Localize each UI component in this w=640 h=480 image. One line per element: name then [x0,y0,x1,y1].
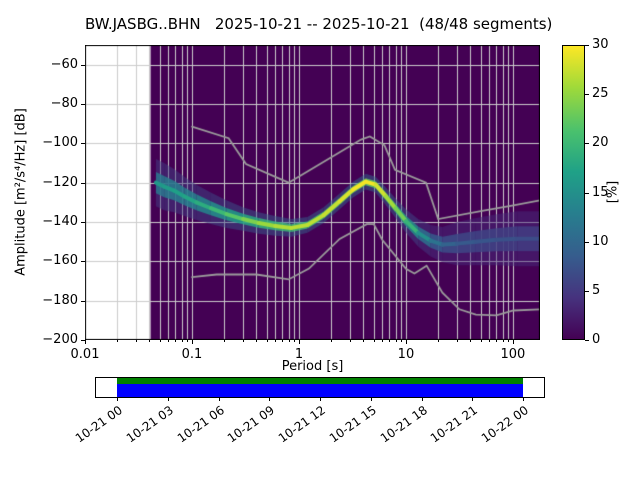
availability-tick-label: 10-21 06 [174,403,227,446]
ppsd-plot-canvas [85,45,540,340]
colorbar-tick [585,193,589,194]
availability-tick [472,398,473,401]
availability-tick-label: 10-21 03 [123,403,176,446]
y-tick [81,65,85,66]
y-tick-label: −160 [42,253,78,269]
x-minor-tick [489,340,490,342]
y-tick-label: −100 [42,135,78,151]
colorbar-tick [585,143,589,144]
plot-title: BW.JASBG..BHN 2025-10-21 -- 2025-10-21 (… [85,15,553,33]
x-minor-tick [401,340,402,342]
x-minor-tick [243,340,244,342]
y-tick [81,340,85,341]
x-tick-label: 0.01 [70,347,100,362]
colorbar-gradient [562,45,585,340]
x-tick-label: 0.1 [181,347,203,362]
availability-tick-label: 10-21 21 [428,403,481,446]
x-minor-tick [396,340,397,342]
availability-tick [168,398,169,401]
colorbar-tick [585,242,589,243]
x-minor-tick [363,340,364,342]
y-tick-label: −140 [42,214,78,229]
y-tick [81,222,85,223]
colorbar-tick [585,94,589,95]
y-tick [81,261,85,262]
x-minor-tick [350,340,351,342]
x-minor-tick [256,340,257,342]
y-tick-label: −60 [50,56,78,72]
availability-tick-label: 10-21 15 [326,403,379,446]
x-minor-tick [289,340,290,342]
x-minor-tick [282,340,283,342]
colorbar-tick-label: 0 [592,332,601,347]
availability-tick-label: 10-22 00 [478,403,532,446]
x-minor-tick [224,340,225,342]
x-minor-tick [160,340,161,342]
x-minor-tick [457,340,458,342]
x-tick [192,340,193,344]
y-tick-label: −120 [42,174,78,190]
y-axis-label: Amplitude [m²/s⁴/Hz] [dB] [13,108,29,276]
x-minor-tick [294,340,295,342]
x-minor-tick [168,340,169,342]
x-minor-tick [275,340,276,342]
y-tick [81,301,85,302]
colorbar-tick-label: 30 [592,37,609,52]
colorbar-tick [585,340,589,341]
availability-tick [523,398,524,401]
colorbar-tick-label: 10 [592,233,609,249]
availability-tick [117,398,118,401]
availability-tick [269,398,270,401]
x-tick-label: 100 [500,347,526,362]
availability-tick [422,398,423,401]
x-minor-tick [374,340,375,342]
x-minor-tick [470,340,471,342]
x-minor-tick [149,340,150,342]
x-minor-tick [508,340,509,342]
availability-tick [219,398,220,401]
availability-tick-label: 10-21 12 [275,403,329,446]
availability-tick [371,398,372,401]
availability-tick-label: 10-21 18 [377,403,430,446]
colorbar-tick [585,45,589,46]
y-tick-label: −180 [42,292,78,308]
x-minor-tick [331,340,332,342]
x-tick-label: 10 [397,347,415,362]
availability-box [95,377,545,398]
colorbar-tick-label: 20 [592,135,609,151]
x-minor-tick [438,340,439,342]
x-minor-tick [187,340,188,342]
x-minor-tick [175,340,176,342]
y-tick [81,183,85,184]
x-axis-label: Period [s] [281,359,344,374]
y-tick [81,104,85,105]
colorbar-tick [585,291,589,292]
y-tick-label: −80 [50,96,78,111]
x-tick [85,340,86,344]
x-minor-tick [389,340,390,342]
x-minor-tick [182,340,183,342]
y-tick-label: −200 [42,332,78,347]
x-tick [513,340,514,344]
x-minor-tick [481,340,482,342]
x-tick [406,340,407,344]
x-minor-tick [503,340,504,342]
availability-data-bar [117,384,523,397]
x-tick-label: 1 [294,347,304,362]
x-minor-tick [267,340,268,342]
x-minor-tick [496,340,497,342]
x-minor-tick [117,340,118,342]
availability-tick [320,398,321,401]
x-tick [299,340,300,344]
availability-tick-label: 10-21 09 [225,403,278,446]
x-minor-tick [136,340,137,342]
colorbar-tick-label: 15 [592,184,609,200]
colorbar-tick-label: 25 [592,86,609,102]
x-minor-tick [382,340,383,342]
availability-covered-bar [117,378,523,384]
y-tick [81,143,85,144]
availability-tick-label: 10-21 00 [72,403,126,446]
colorbar-tick-label: 5 [592,282,601,298]
